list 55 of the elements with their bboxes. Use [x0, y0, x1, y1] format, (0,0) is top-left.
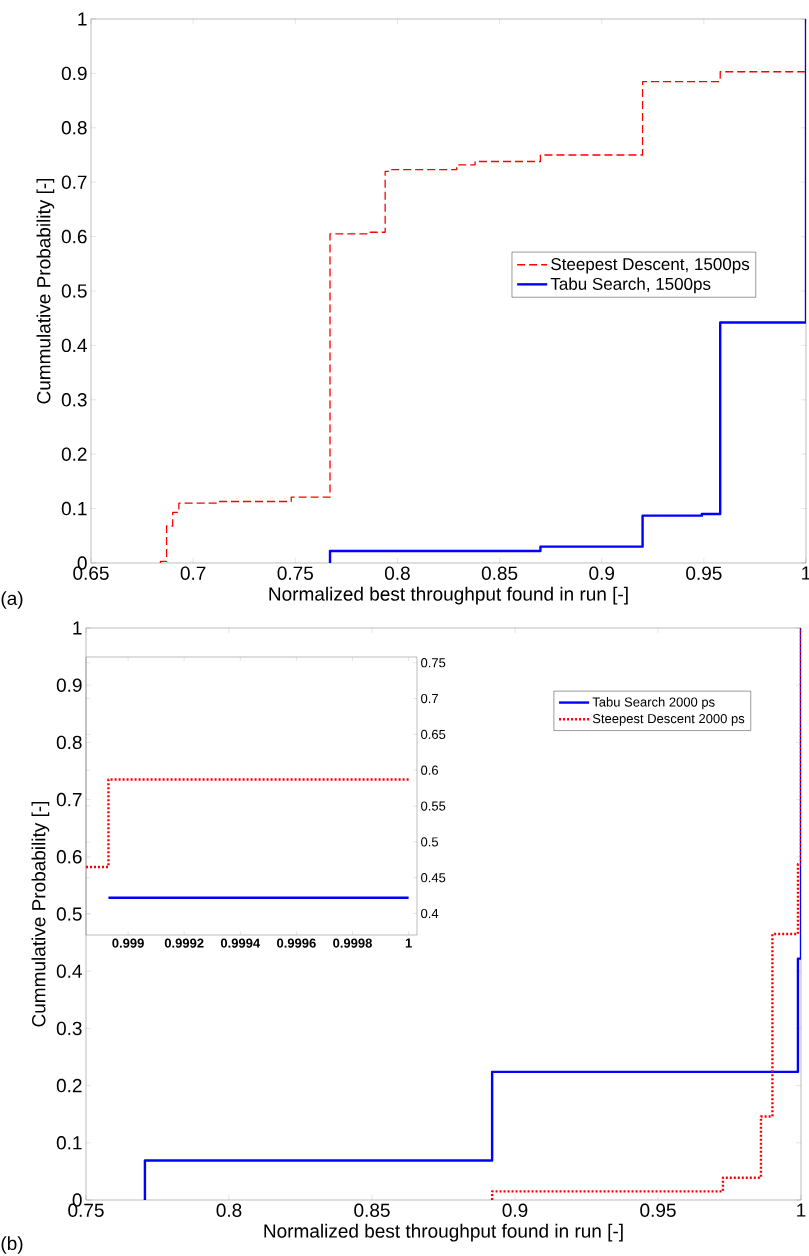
x-tick-label: 0.8 [384, 566, 410, 580]
x-tick-label: 0.95 [640, 1203, 676, 1217]
y-axis-title: Cummulative Probability [-] [31, 801, 50, 1027]
y-tick-label: 0.9 [56, 678, 82, 692]
text: (b) [1, 1236, 23, 1254]
x-tick-label: 0.9994 [220, 938, 261, 948]
x-tick-label: 0.8 [216, 1203, 242, 1217]
y-tick-label: 0.55 [421, 801, 446, 811]
y-tick-label: 0.8 [61, 121, 87, 135]
x-tick-label: 0.9 [589, 566, 615, 580]
y-tick-label: 0.75 [421, 658, 446, 668]
y-tick-label: 0.2 [61, 447, 87, 461]
x-tick-label: 0.75 [277, 566, 313, 580]
x-tick-label: 0.9 [502, 1203, 528, 1217]
y-tick-label: 0.45 [421, 873, 446, 883]
x-axis-title: Normalized best throughput found in run [-] [264, 1223, 623, 1242]
x-tick-label: 0.9996 [277, 938, 316, 948]
legend-label: Tabu Search 2000 ps [592, 697, 715, 710]
x-tick-label: 0.85 [354, 1203, 390, 1217]
x-tick-label: 0.85 [481, 566, 518, 580]
y-tick-label: 0.3 [56, 1021, 82, 1036]
y-tick-label: 0.5 [56, 907, 82, 921]
y-tick-label: 0.9 [61, 66, 87, 81]
y-tick-label: 0.2 [56, 1078, 82, 1093]
y-tick-label: 0.5 [421, 837, 439, 847]
y-tick-label: 1 [78, 12, 87, 26]
y-tick-label: 0.7 [61, 175, 87, 189]
y-tick-label: 0.6 [56, 850, 82, 864]
y-tick-label: 0.1 [61, 501, 87, 516]
x-tick-label: 0.9992 [164, 938, 204, 948]
y-tick-label: 0.6 [421, 765, 439, 775]
y-tick-label: 0.4 [421, 908, 439, 919]
x-tick-label: 0.9998 [333, 938, 372, 948]
text: (a) [1, 591, 23, 609]
y-tick-label: 0.7 [56, 792, 82, 807]
y-tick-label: 0.1 [56, 1136, 82, 1150]
y-tick-label: 0.3 [61, 393, 87, 407]
y-tick-label: 0.65 [421, 729, 446, 739]
y-tick-label: 1 [73, 621, 82, 635]
x-tick-label: 1 [405, 938, 412, 948]
x-axis-title: Normalized best throughput found in run [-] [269, 586, 628, 605]
x-tick-label: 0.7 [180, 566, 206, 580]
y-axis-title: Cummulative Probability [-] [36, 178, 55, 404]
y-tick-label: 0.4 [61, 338, 87, 353]
x-tick-label: 0.95 [686, 566, 722, 580]
legend-label: Steepest Descent 2000 ps [592, 714, 745, 726]
legend-label: Tabu Search, 1500ps [550, 277, 711, 294]
y-tick-label: 0.7 [421, 693, 438, 704]
y-tick-label: 0.8 [56, 735, 82, 750]
y-tick-label: 0.5 [61, 284, 87, 298]
y-tick-label: 0.6 [61, 229, 87, 244]
x-tick-label: 1 [797, 1203, 806, 1217]
y-tick-label: 0.4 [56, 964, 82, 978]
x-tick-label: 0.999 [112, 938, 144, 948]
legend-label: Steepest Descent, 1500ps [551, 258, 750, 274]
